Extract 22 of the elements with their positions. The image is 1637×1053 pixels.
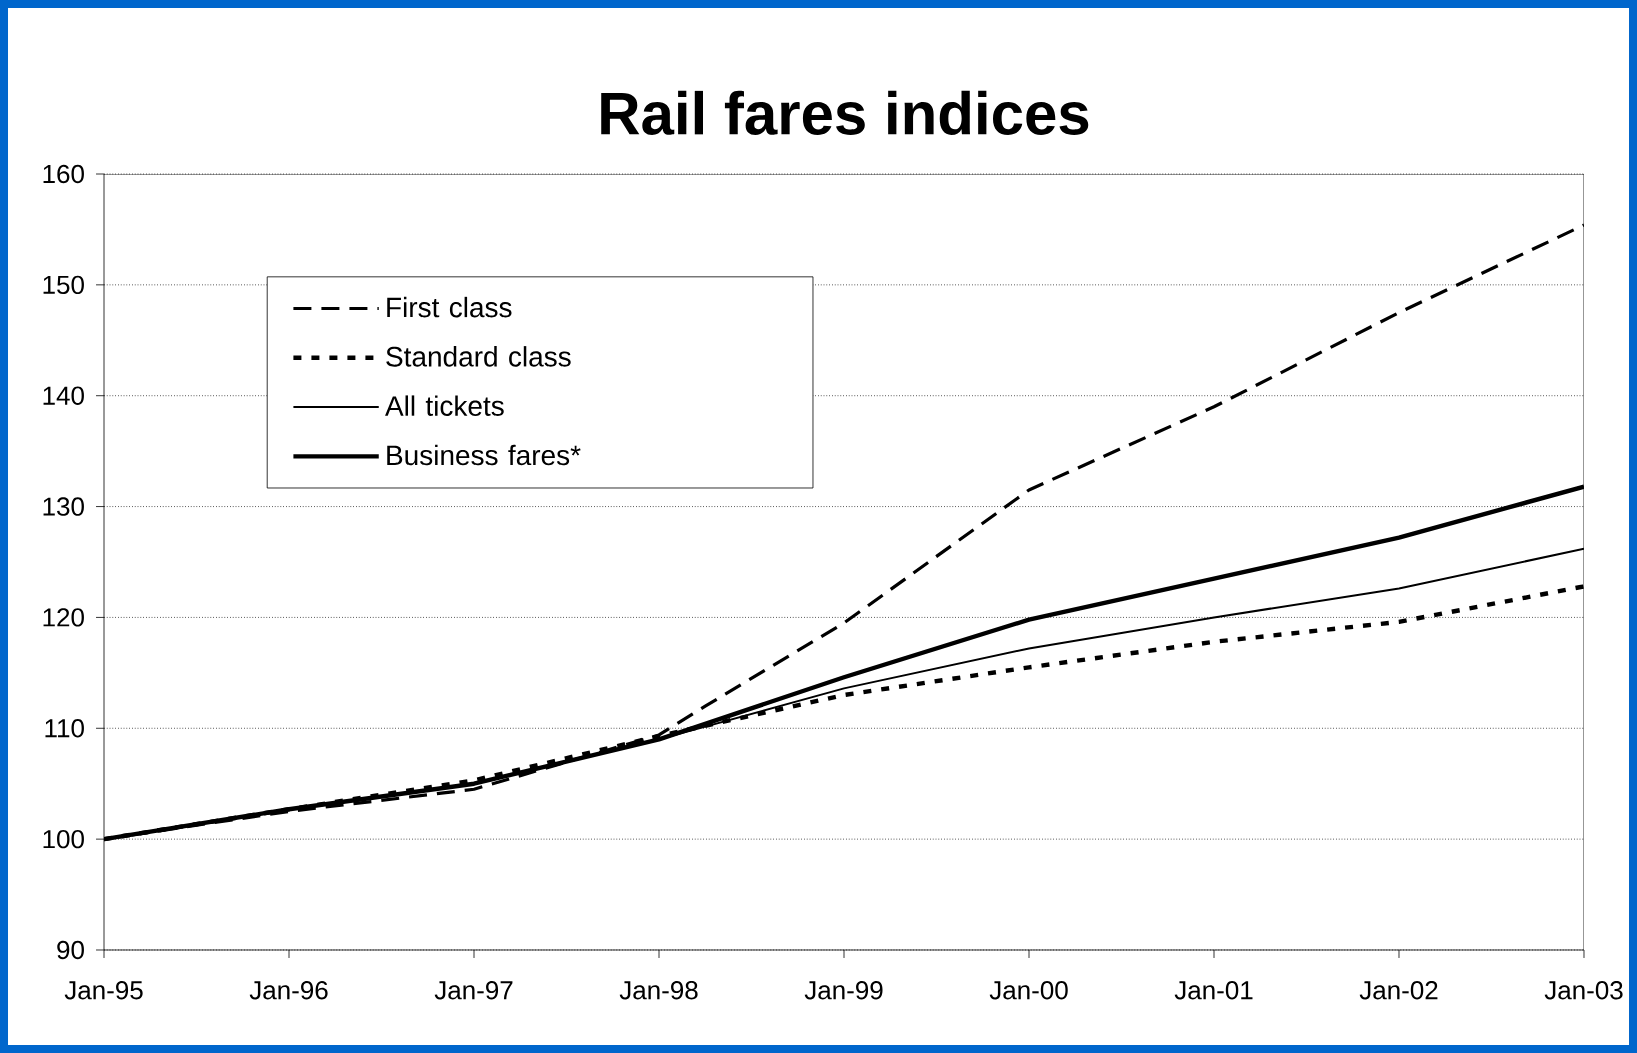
y-tick-label: 100 xyxy=(43,829,84,849)
y-tick-label: 160 xyxy=(43,164,84,184)
chart-title: Rail fares indices xyxy=(601,90,1089,135)
x-tick-label: Jan-95 xyxy=(64,981,143,1000)
legend-label: First class xyxy=(387,296,512,318)
x-tick-label: Jan-03 xyxy=(1544,981,1623,1000)
x-tick-label: Jan-99 xyxy=(804,981,883,1000)
y-tick-label: 90 xyxy=(57,940,84,960)
y-tick-label: 150 xyxy=(43,275,84,295)
x-tick-label: Jan-02 xyxy=(1359,981,1438,1000)
x-tick-label: Jan-96 xyxy=(249,981,328,1000)
y-tick-label: 110 xyxy=(45,719,84,738)
legend-label: Standard class xyxy=(386,346,571,367)
x-tick-label: Jan-01 xyxy=(1174,981,1253,1000)
x-tick-label: Jan-98 xyxy=(619,981,698,1000)
y-tick-label: 130 xyxy=(43,497,84,516)
y-tick-label: 120 xyxy=(43,608,84,627)
legend-label: Business fares* xyxy=(387,444,581,466)
legend-label: All tickets xyxy=(385,395,504,416)
x-tick-label: Jan-97 xyxy=(434,981,513,1000)
x-tick-label: Jan-00 xyxy=(989,981,1068,1000)
y-tick-label: 140 xyxy=(43,386,84,405)
